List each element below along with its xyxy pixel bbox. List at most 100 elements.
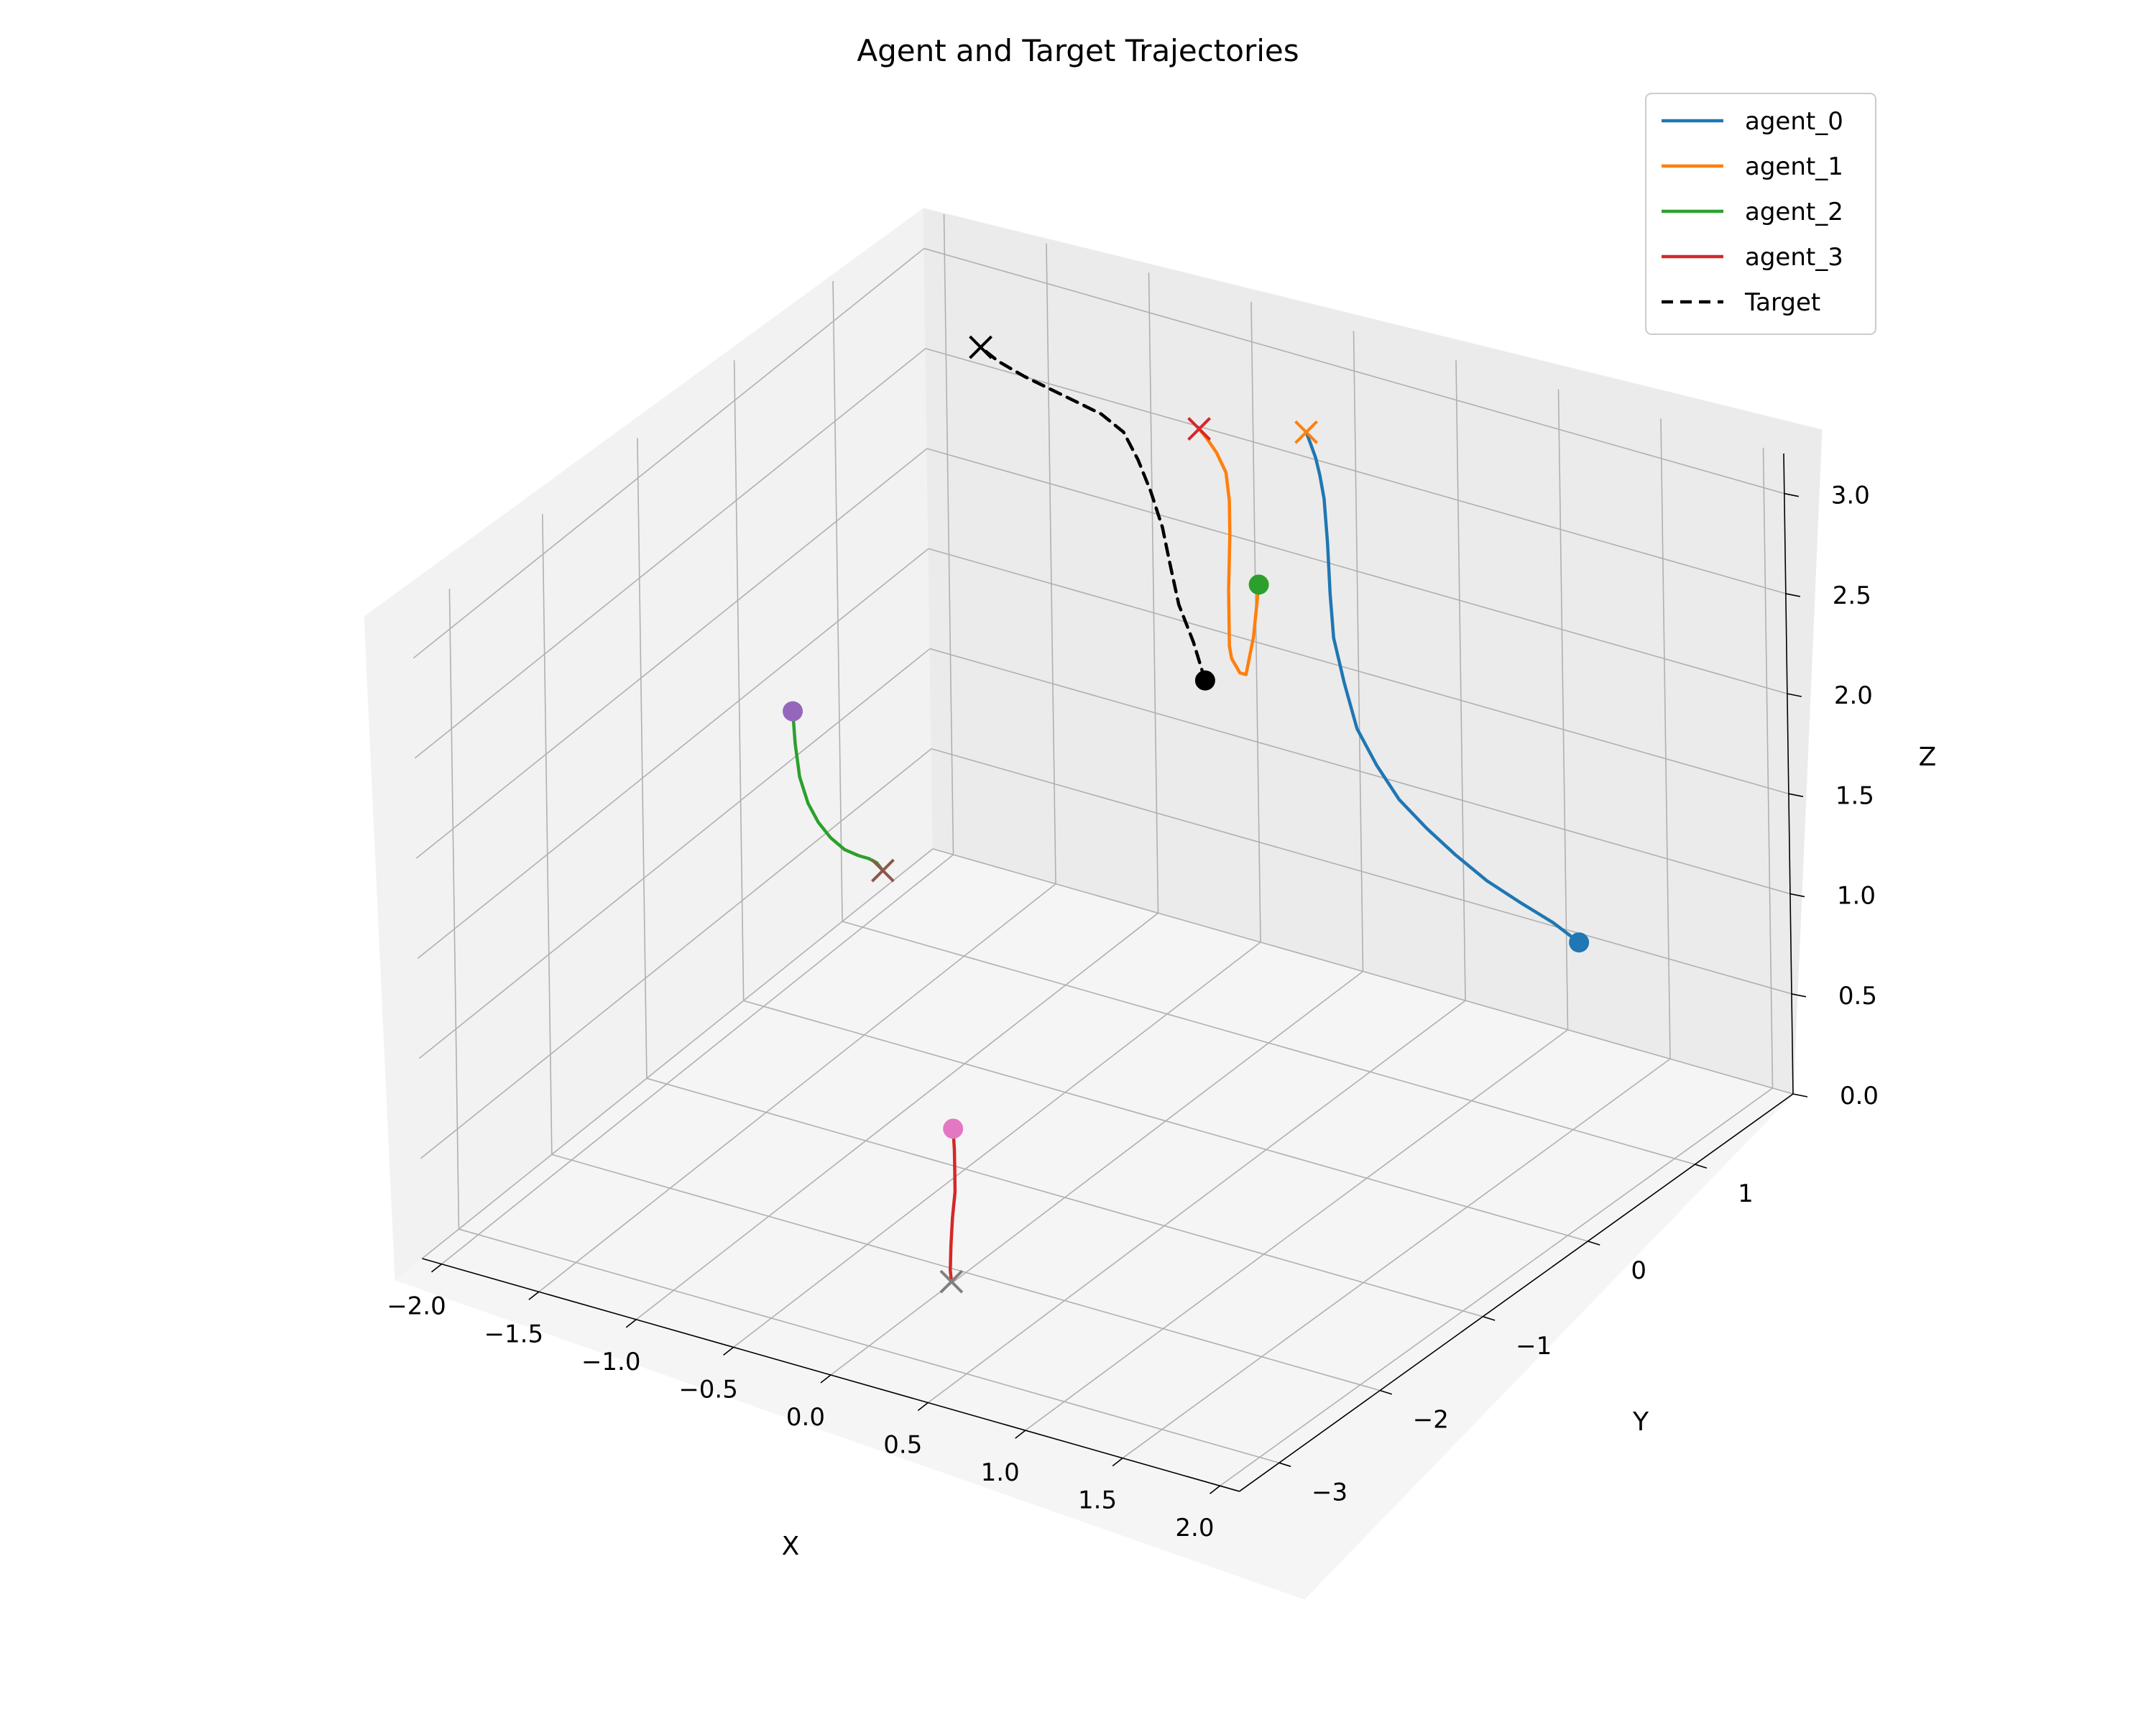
end-marker-agent_0 [1294, 420, 1318, 444]
x-tick-label: 0.0 [786, 1403, 825, 1432]
z-grid-back-line [932, 848, 1794, 1095]
y-grid-left-line [733, 360, 745, 1001]
y-tick-label: 1 [1738, 1179, 1754, 1208]
legend-label-agent_2: agent_2 [1745, 198, 1843, 226]
z-tick-mark [1785, 593, 1801, 597]
x-tick-label: −0.5 [678, 1375, 738, 1404]
x-grid-floor-line [733, 942, 1261, 1348]
axes [422, 453, 1794, 1492]
x-grid-back-line [1148, 272, 1159, 914]
x-grid-floor-line [538, 883, 1056, 1292]
series-line-agent_3 [949, 1127, 957, 1284]
y-axis-label: Y [1632, 1407, 1649, 1437]
y-grid-floor-line [551, 1154, 1381, 1392]
x-tick-mark [528, 1291, 540, 1300]
y-tick-mark [1279, 1462, 1291, 1468]
y-tick-label: −2 [1413, 1406, 1449, 1435]
x-grid-back-line [1046, 243, 1056, 884]
series-line-agent_2 [791, 709, 885, 873]
y-grid-floor-line [459, 1228, 1280, 1464]
y-grid-left-line [637, 438, 648, 1079]
z-tick-mark [1789, 893, 1805, 898]
z-tick-label: 1.5 [1835, 781, 1874, 810]
z-tick-mark [1788, 793, 1804, 798]
x-grid-floor-line [1220, 1087, 1773, 1486]
start-marker-agent_0 [1569, 932, 1590, 953]
x-axis-line [422, 1258, 1240, 1492]
x-grid-back-line [943, 214, 954, 855]
end-marker-agent_3 [939, 1269, 964, 1294]
z-tick-mark [1791, 993, 1807, 998]
end-marker-agent_2-stroke [871, 858, 895, 883]
z-grid-left-line [413, 248, 925, 659]
legend-label-agent_1: agent_1 [1745, 152, 1843, 181]
x-tick-mark [820, 1374, 831, 1384]
z-tick-mark [1787, 693, 1802, 697]
axis-panes [364, 208, 1823, 1600]
z-grid-back-line [923, 247, 1785, 494]
x-tick-label: 2.0 [1175, 1514, 1214, 1542]
y-tick-label: −1 [1516, 1332, 1552, 1361]
y-tick-label: −3 [1312, 1478, 1348, 1506]
x-grid-floor-line [1122, 1058, 1671, 1459]
x-axis-label: X [782, 1532, 800, 1561]
z-tick-label: 0.0 [1840, 1082, 1879, 1110]
x-tick-label: −2.0 [387, 1292, 446, 1321]
x-tick-mark [917, 1402, 929, 1412]
y-grid-left-line [542, 514, 553, 1155]
x-tick-mark [430, 1264, 442, 1273]
y-grid-floor-line [743, 1000, 1589, 1242]
x-grid-floor-line [635, 912, 1158, 1320]
x-tick-mark [625, 1319, 637, 1328]
x-grid-floor-line [830, 970, 1363, 1376]
x-tick-mark [1112, 1458, 1123, 1467]
x-grid-back-line [1660, 418, 1671, 1059]
x-grid-back-line [1353, 331, 1364, 972]
z-tick-label: 3.0 [1831, 482, 1870, 510]
x-tick-mark [1209, 1485, 1220, 1494]
y-grid-floor-line [646, 1077, 1484, 1317]
z-grid-left-line [418, 648, 931, 1059]
z-grid-back-line [929, 648, 1791, 895]
x-grid-floor-line [1025, 1029, 1568, 1431]
x-tick-label: 1.5 [1078, 1486, 1117, 1515]
z-tick-mark [1784, 492, 1799, 497]
z-grid-left-line [420, 748, 932, 1159]
end-marker-Target [969, 335, 992, 359]
z-grid-back-line [931, 748, 1792, 995]
y-tick-mark [1380, 1389, 1393, 1395]
z-grid-back-line [928, 548, 1789, 795]
z-axis-label: Z [1919, 742, 1937, 772]
z-tick-label: 1.0 [1837, 882, 1876, 911]
z-axis-line [1783, 453, 1794, 1095]
y-axis-line [1239, 1093, 1794, 1492]
x-grid-back-line [1762, 447, 1774, 1088]
x-grid-floor-line [927, 1000, 1466, 1404]
y-grid-floor-line [842, 921, 1696, 1165]
z-grid-left-line [417, 548, 929, 959]
x-tick-label: −1.0 [581, 1348, 641, 1376]
x-tick-label: 1.0 [981, 1458, 1020, 1487]
z-tick-label: 2.5 [1833, 581, 1871, 610]
y-grid-left-line [832, 281, 843, 922]
series-markers [783, 335, 1590, 1294]
y-tick-mark [1695, 1164, 1708, 1169]
series-line-Target [979, 345, 1207, 682]
z-tick-mark [1792, 1093, 1808, 1098]
end-marker-Target-stroke [969, 335, 992, 359]
y-grid-left-line [448, 589, 460, 1230]
z-tick-label: 0.5 [1838, 982, 1877, 1011]
start-marker-agent_2 [783, 701, 803, 722]
tick-labels: −2.0 −1.5 −1.0 −0.5 0.0 0.5 1.0 1.5 2.0 −3 −2 −1 0 1 0… [387, 482, 1879, 1543]
legend-label-agent_0: agent_0 [1745, 107, 1843, 136]
end-marker-agent_1 [1187, 417, 1212, 441]
legend-box [1645, 93, 1876, 335]
legend-label-agent_3: agent_3 [1745, 243, 1843, 272]
end-marker-agent_0-stroke [1294, 420, 1318, 444]
legend: agent_0 agent_1 agent_2 agent_3 Target [1645, 93, 1876, 335]
y-tick-mark [1483, 1316, 1496, 1321]
start-marker-agent_1 [1248, 574, 1269, 595]
z-grid-left-line [414, 348, 926, 759]
x-grid-back-line [1455, 360, 1466, 1001]
z-grid-left-line [421, 848, 934, 1259]
